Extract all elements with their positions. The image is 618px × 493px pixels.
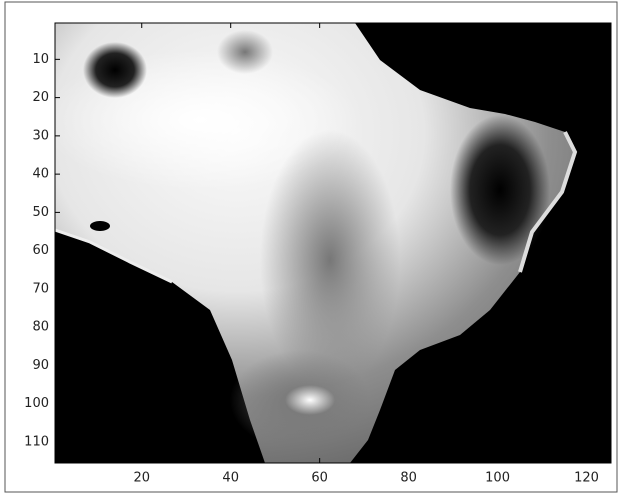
y-tick-label: 90	[32, 358, 49, 373]
x-tick-label: 120	[574, 471, 599, 486]
y-tick-label: 40	[32, 167, 49, 182]
x-tick-label: 60	[311, 471, 328, 486]
y-tick-label: 100	[24, 396, 49, 411]
x-tick-label: 40	[222, 471, 239, 486]
y-tick-label: 110	[24, 434, 49, 449]
chart: 20 40 60 80 100 120 10 20 30 40 50 60 70 80 90 100 110	[0, 0, 618, 493]
y-tick-label: 20	[32, 90, 49, 105]
x-tick-label: 100	[485, 471, 510, 486]
y-tick-label: 50	[32, 205, 49, 220]
y-tick-label: 70	[32, 281, 49, 296]
y-tick-label: 30	[32, 128, 49, 143]
image	[40, 23, 611, 463]
y-tick-label: 80	[32, 320, 49, 335]
x-tick-label: 20	[133, 471, 150, 486]
y-tick-label: 10	[32, 52, 49, 67]
y-tick-label: 60	[32, 243, 49, 258]
x-tick-label: 80	[400, 471, 417, 486]
